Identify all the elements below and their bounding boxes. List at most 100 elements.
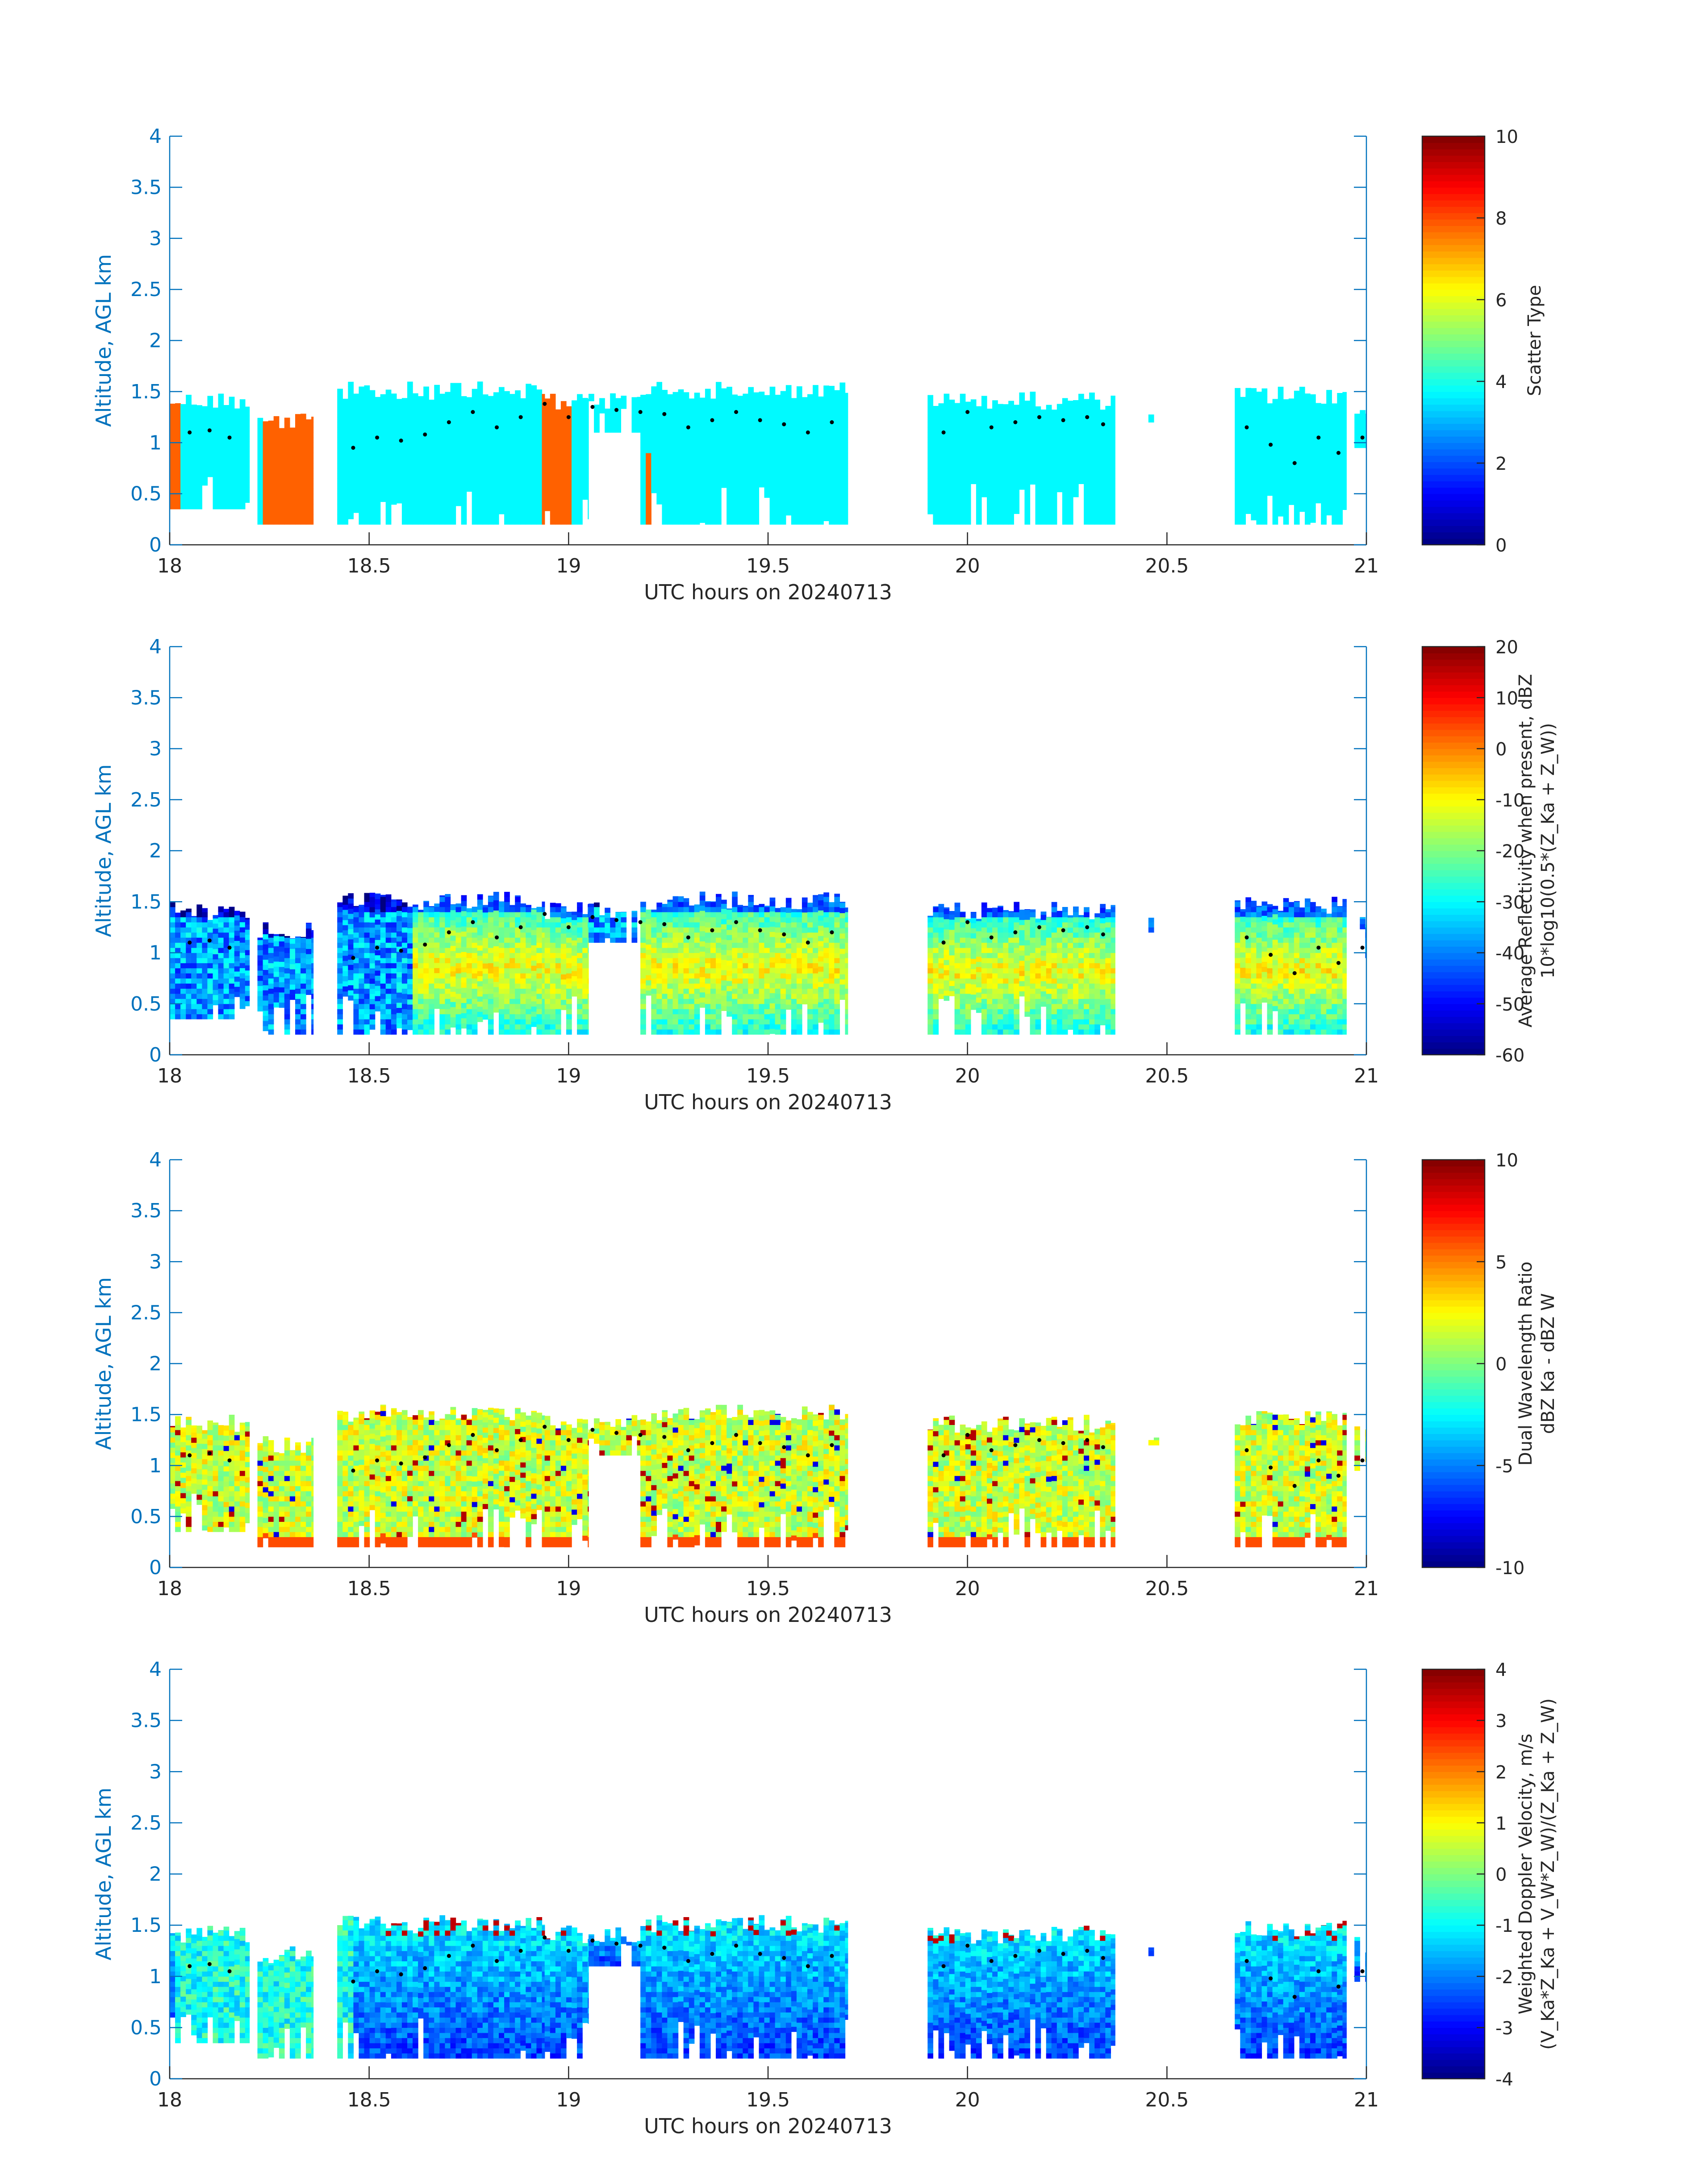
- heatmap-cell: [1078, 402, 1084, 408]
- heatmap-cell: [753, 392, 760, 397]
- heatmap-cell: [1272, 432, 1278, 438]
- heatmap-cell: [818, 458, 824, 464]
- heatmap-cell: [536, 483, 543, 489]
- heatmap-cell: [1235, 401, 1240, 407]
- heatmap-cell: [1283, 504, 1289, 510]
- heatmap-cell: [1310, 410, 1316, 416]
- heatmap-cell: [306, 944, 312, 949]
- heatmap-cell: [555, 427, 561, 433]
- heatmap-cell: [769, 489, 776, 494]
- heatmap-cell: [461, 489, 467, 494]
- heatmap-cell: [434, 499, 440, 505]
- heatmap-cell: [509, 468, 515, 474]
- heatmap-cell: [229, 489, 235, 494]
- heatmap-cell: [268, 443, 274, 448]
- heatmap-cell: [429, 504, 434, 510]
- heatmap-cell: [311, 983, 314, 989]
- heatmap-cell: [710, 398, 716, 402]
- heatmap-cell: [359, 458, 365, 464]
- heatmap-cell: [337, 902, 343, 907]
- heatmap-cell: [466, 430, 472, 436]
- heatmap-cell: [196, 999, 202, 1004]
- heatmap-cell: [662, 397, 668, 402]
- heatmap-cell: [998, 478, 1003, 484]
- colorbar-step: [1422, 436, 1485, 443]
- heatmap-cell: [769, 422, 776, 428]
- heatmap-cell: [213, 473, 219, 479]
- heatmap-cell: [531, 397, 537, 402]
- heatmap-cell: [348, 969, 354, 975]
- heatmap-cell: [268, 453, 274, 459]
- heatmap-cell: [759, 451, 765, 457]
- heatmap-cell: [998, 427, 1003, 433]
- heatmap-cell: [369, 499, 376, 505]
- heatmap-cell: [337, 504, 343, 510]
- heatmap-cell: [1067, 443, 1073, 448]
- heatmap-cell: [531, 499, 537, 505]
- heatmap-cell: [764, 451, 770, 457]
- heatmap-cell: [348, 432, 354, 438]
- heatmap-cell: [1326, 390, 1332, 393]
- heatmap-cell: [582, 453, 588, 459]
- heatmap-cell: [180, 942, 186, 948]
- heatmap-cell: [450, 412, 456, 418]
- heatmap-cell: [229, 999, 235, 1004]
- heatmap-cell: [461, 463, 467, 468]
- heatmap-cell: [927, 468, 933, 474]
- heatmap-cell: [218, 912, 224, 918]
- heatmap-cell: [1337, 427, 1343, 433]
- heatmap-cell: [689, 509, 695, 514]
- heatmap-cell: [396, 426, 402, 432]
- heatmap-cell: [1354, 432, 1360, 438]
- heatmap-cell: [998, 489, 1003, 494]
- heatmap-cell: [829, 468, 835, 474]
- heatmap-cell: [542, 407, 545, 413]
- heatmap-cell: [429, 422, 434, 428]
- heatmap-cell: [445, 489, 451, 494]
- heatmap-cell: [1051, 478, 1057, 484]
- heatmap-cell: [1235, 412, 1240, 418]
- heatmap-cell: [1245, 391, 1251, 397]
- heatmap-cell: [337, 473, 343, 479]
- heatmap-cell: [375, 447, 381, 453]
- heatmap-cell: [933, 417, 939, 423]
- heatmap-cell: [1315, 426, 1321, 432]
- heatmap-cell: [555, 453, 561, 459]
- heatmap-cell: [839, 463, 846, 468]
- heatmap-cell: [1051, 447, 1057, 453]
- heatmap-cell: [769, 463, 776, 468]
- heatmap-cell: [359, 993, 365, 999]
- heatmap-cell: [1321, 489, 1327, 494]
- heatmap-cell: [273, 992, 280, 998]
- heatmap-cell: [359, 999, 365, 1004]
- heatmap-cell: [1305, 514, 1311, 520]
- heatmap-cell: [683, 504, 689, 510]
- heatmap-cell: [364, 902, 370, 907]
- colorbar-step: [1422, 155, 1485, 162]
- heatmap-cell: [218, 917, 224, 923]
- heatmap-cell: [175, 942, 181, 948]
- heatmap-cell: [1030, 438, 1036, 444]
- heatmap-cell: [337, 509, 343, 514]
- heatmap-cell: [550, 478, 556, 484]
- heatmap-cell: [239, 412, 246, 418]
- heatmap-cell: [434, 453, 440, 459]
- heatmap-cell: [257, 447, 263, 453]
- heatmap-cell: [263, 934, 269, 940]
- heatmap-cell: [170, 927, 175, 933]
- heatmap-cell: [213, 458, 219, 464]
- heatmap-cell: [1267, 485, 1273, 491]
- heatmap-cell: [823, 424, 829, 430]
- heatmap-cell: [1014, 437, 1019, 443]
- heatmap-cell: [295, 437, 301, 443]
- heatmap-cell: [965, 422, 971, 428]
- heatmap-cell: [202, 406, 208, 409]
- heatmap-cell: [385, 453, 392, 459]
- heatmap-cell: [268, 463, 274, 468]
- heatmap-cell: [727, 478, 732, 484]
- heatmap-cell: [818, 412, 824, 418]
- heatmap-cell: [413, 417, 418, 423]
- heatmap-cell: [976, 519, 982, 525]
- heatmap-cell: [938, 403, 944, 407]
- heatmap-cell: [753, 427, 760, 433]
